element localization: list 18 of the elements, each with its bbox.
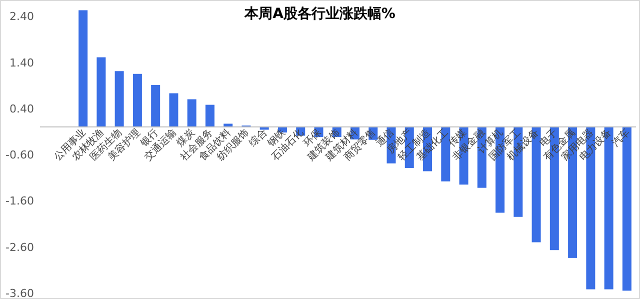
- bar: [187, 99, 196, 127]
- y-tick-label: -3.60: [6, 287, 34, 299]
- bar: [151, 84, 160, 127]
- y-tick-label: -2.60: [6, 240, 34, 254]
- bar: [169, 93, 178, 127]
- bar: [78, 10, 88, 127]
- y-tick-label: -0.60: [6, 148, 34, 162]
- chart-title: 本周A股各行业涨跌幅%: [244, 6, 396, 22]
- x-tick-label: 汽车: [609, 126, 632, 150]
- y-tick-label: 1.40: [10, 56, 34, 70]
- y-tick-label: 2.40: [10, 10, 34, 24]
- bar: [96, 57, 106, 127]
- bar: [114, 71, 124, 127]
- bar: [205, 104, 214, 127]
- y-tick-label: -1.60: [6, 194, 34, 208]
- bar: [224, 124, 233, 127]
- bar: [132, 74, 142, 127]
- y-tick-label: 0.40: [10, 102, 34, 116]
